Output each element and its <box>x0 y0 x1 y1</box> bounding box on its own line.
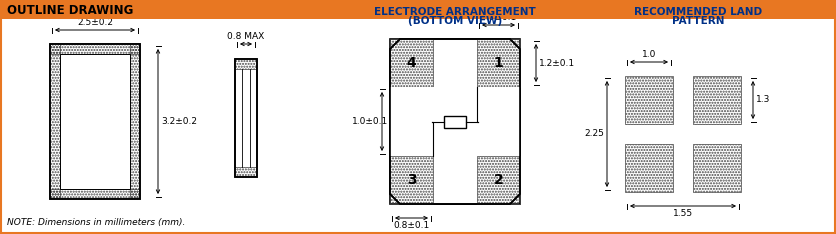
Bar <box>235 167 257 177</box>
Bar <box>50 189 140 199</box>
Text: 1: 1 <box>493 56 503 70</box>
Bar <box>390 39 433 87</box>
Bar <box>390 39 520 204</box>
Text: 2: 2 <box>493 173 503 187</box>
Bar <box>235 59 257 177</box>
Text: 1.2±0.1: 1.2±0.1 <box>539 58 575 67</box>
Text: 2.25: 2.25 <box>584 129 604 139</box>
Text: 0.8±0.1: 0.8±0.1 <box>394 221 430 230</box>
Bar <box>693 76 741 124</box>
Bar <box>390 156 433 204</box>
Text: 2.5±0.2: 2.5±0.2 <box>77 18 113 27</box>
Bar <box>625 144 673 192</box>
Bar <box>1 1 835 19</box>
Text: PATTERN: PATTERN <box>672 16 724 26</box>
Bar <box>477 156 520 204</box>
Text: 1.55: 1.55 <box>673 209 693 218</box>
Bar <box>130 44 140 199</box>
Text: RECOMMENDED LAND: RECOMMENDED LAND <box>634 7 762 17</box>
Text: 1.3: 1.3 <box>756 95 771 105</box>
Bar <box>235 59 257 69</box>
Text: 4: 4 <box>406 56 416 70</box>
Text: 3: 3 <box>406 173 416 187</box>
Polygon shape <box>390 39 520 204</box>
Bar <box>625 76 673 124</box>
Text: OUTLINE DRAWING: OUTLINE DRAWING <box>7 4 134 17</box>
Bar <box>390 87 520 156</box>
Text: ELECTRODE ARRANGEMENT: ELECTRODE ARRANGEMENT <box>375 7 536 17</box>
Text: 3.2±0.2: 3.2±0.2 <box>161 117 197 127</box>
Bar <box>444 116 466 128</box>
Text: 0.8 MAX: 0.8 MAX <box>227 32 265 41</box>
Text: 1.0±0.1: 1.0±0.1 <box>352 117 388 126</box>
Text: NOTE: Dimensions in millimeters (mm).: NOTE: Dimensions in millimeters (mm). <box>7 218 186 227</box>
Bar <box>60 54 130 189</box>
Text: 0.9±0.1: 0.9±0.1 <box>481 13 517 22</box>
Text: (BOTTOM VIEW): (BOTTOM VIEW) <box>408 16 502 26</box>
Text: 1.0: 1.0 <box>642 50 656 59</box>
Bar <box>50 44 140 54</box>
Bar <box>50 44 140 199</box>
Bar <box>477 39 520 87</box>
Bar <box>50 44 140 199</box>
Bar <box>235 59 257 177</box>
Bar <box>50 44 60 199</box>
Bar <box>693 144 741 192</box>
